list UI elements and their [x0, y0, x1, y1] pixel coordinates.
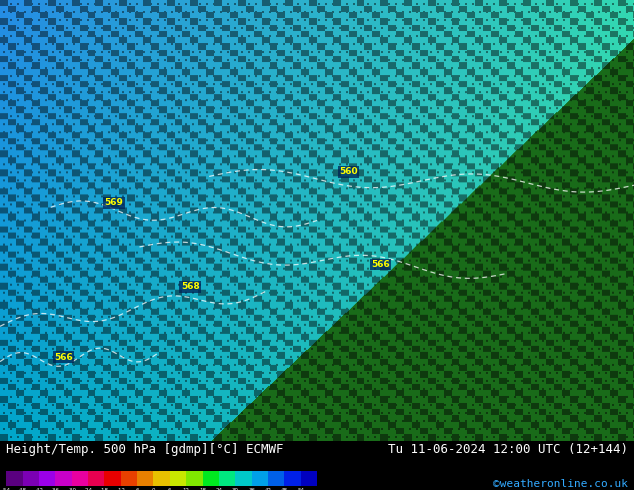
Bar	[23, 471, 39, 486]
Bar	[219, 471, 235, 486]
Text: ©weatheronline.co.uk: ©weatheronline.co.uk	[493, 479, 628, 489]
Text: 560: 560	[339, 168, 358, 176]
Text: Tu 11-06-2024 12:00 UTC (12+144): Tu 11-06-2024 12:00 UTC (12+144)	[387, 443, 628, 457]
Text: -36: -36	[51, 488, 60, 490]
Bar	[39, 471, 55, 486]
Text: 42: 42	[264, 488, 271, 490]
Text: 48: 48	[281, 488, 288, 490]
Text: 6: 6	[168, 488, 172, 490]
Bar	[6, 471, 23, 486]
Text: 36: 36	[248, 488, 255, 490]
Bar	[153, 471, 170, 486]
Bar	[235, 471, 252, 486]
Bar	[202, 471, 219, 486]
Text: 12: 12	[183, 488, 190, 490]
Bar	[252, 471, 268, 486]
Bar	[186, 471, 202, 486]
Text: -24: -24	[84, 488, 93, 490]
Bar	[170, 471, 186, 486]
Bar	[137, 471, 153, 486]
Bar	[72, 471, 88, 486]
Text: -12: -12	[116, 488, 126, 490]
Text: 568: 568	[181, 282, 200, 291]
Bar	[121, 471, 137, 486]
Text: -6: -6	[134, 488, 140, 490]
Text: -30: -30	[67, 488, 76, 490]
Text: 18: 18	[199, 488, 206, 490]
Text: 566: 566	[54, 353, 73, 362]
Text: -48: -48	[18, 488, 27, 490]
Text: 30: 30	[232, 488, 239, 490]
Bar	[55, 471, 72, 486]
Bar	[268, 471, 284, 486]
Text: 54: 54	[297, 488, 304, 490]
Text: -42: -42	[34, 488, 44, 490]
Bar	[284, 471, 301, 486]
Bar	[88, 471, 105, 486]
Text: 566: 566	[371, 260, 390, 269]
Bar	[301, 471, 317, 486]
Text: Height/Temp. 500 hPa [gdmp][°C] ECMWF: Height/Temp. 500 hPa [gdmp][°C] ECMWF	[6, 443, 284, 457]
Text: -18: -18	[100, 488, 109, 490]
Bar	[105, 471, 121, 486]
Text: 24: 24	[216, 488, 223, 490]
Text: 0: 0	[152, 488, 155, 490]
Text: 569: 569	[105, 198, 124, 207]
Text: -54: -54	[2, 488, 11, 490]
